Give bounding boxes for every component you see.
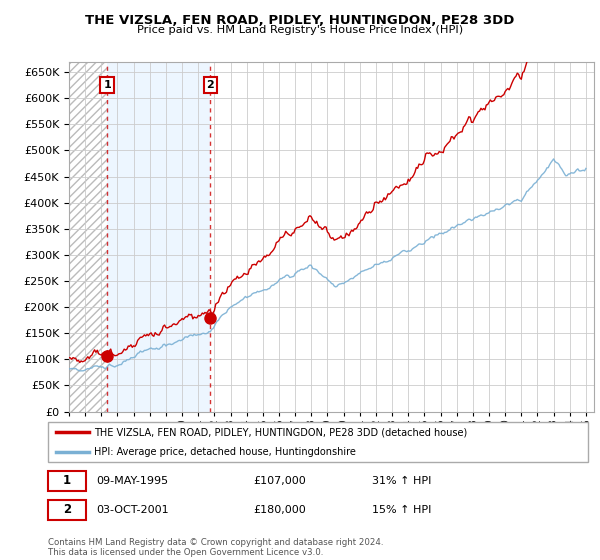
Text: £107,000: £107,000 (253, 476, 306, 486)
Text: 1: 1 (63, 474, 71, 487)
Text: HPI: Average price, detached house, Huntingdonshire: HPI: Average price, detached house, Hunt… (94, 447, 356, 457)
Text: 2: 2 (63, 503, 71, 516)
Text: THE VIZSLA, FEN ROAD, PIDLEY, HUNTINGDON, PE28 3DD: THE VIZSLA, FEN ROAD, PIDLEY, HUNTINGDON… (85, 14, 515, 27)
Text: Price paid vs. HM Land Registry's House Price Index (HPI): Price paid vs. HM Land Registry's House … (137, 25, 463, 35)
Bar (69, 62, 107, 412)
FancyBboxPatch shape (48, 470, 86, 491)
Text: 03-OCT-2001: 03-OCT-2001 (97, 505, 169, 515)
Text: 31% ↑ HPI: 31% ↑ HPI (372, 476, 431, 486)
FancyBboxPatch shape (48, 500, 86, 520)
Text: 15% ↑ HPI: 15% ↑ HPI (372, 505, 431, 515)
Text: £180,000: £180,000 (253, 505, 306, 515)
Text: 09-MAY-1995: 09-MAY-1995 (97, 476, 169, 486)
Text: Contains HM Land Registry data © Crown copyright and database right 2024.
This d: Contains HM Land Registry data © Crown c… (48, 538, 383, 557)
Bar (107, 62, 211, 412)
Text: 2: 2 (206, 80, 214, 90)
Text: 1: 1 (103, 80, 111, 90)
Text: THE VIZSLA, FEN ROAD, PIDLEY, HUNTINGDON, PE28 3DD (detached house): THE VIZSLA, FEN ROAD, PIDLEY, HUNTINGDON… (94, 427, 467, 437)
